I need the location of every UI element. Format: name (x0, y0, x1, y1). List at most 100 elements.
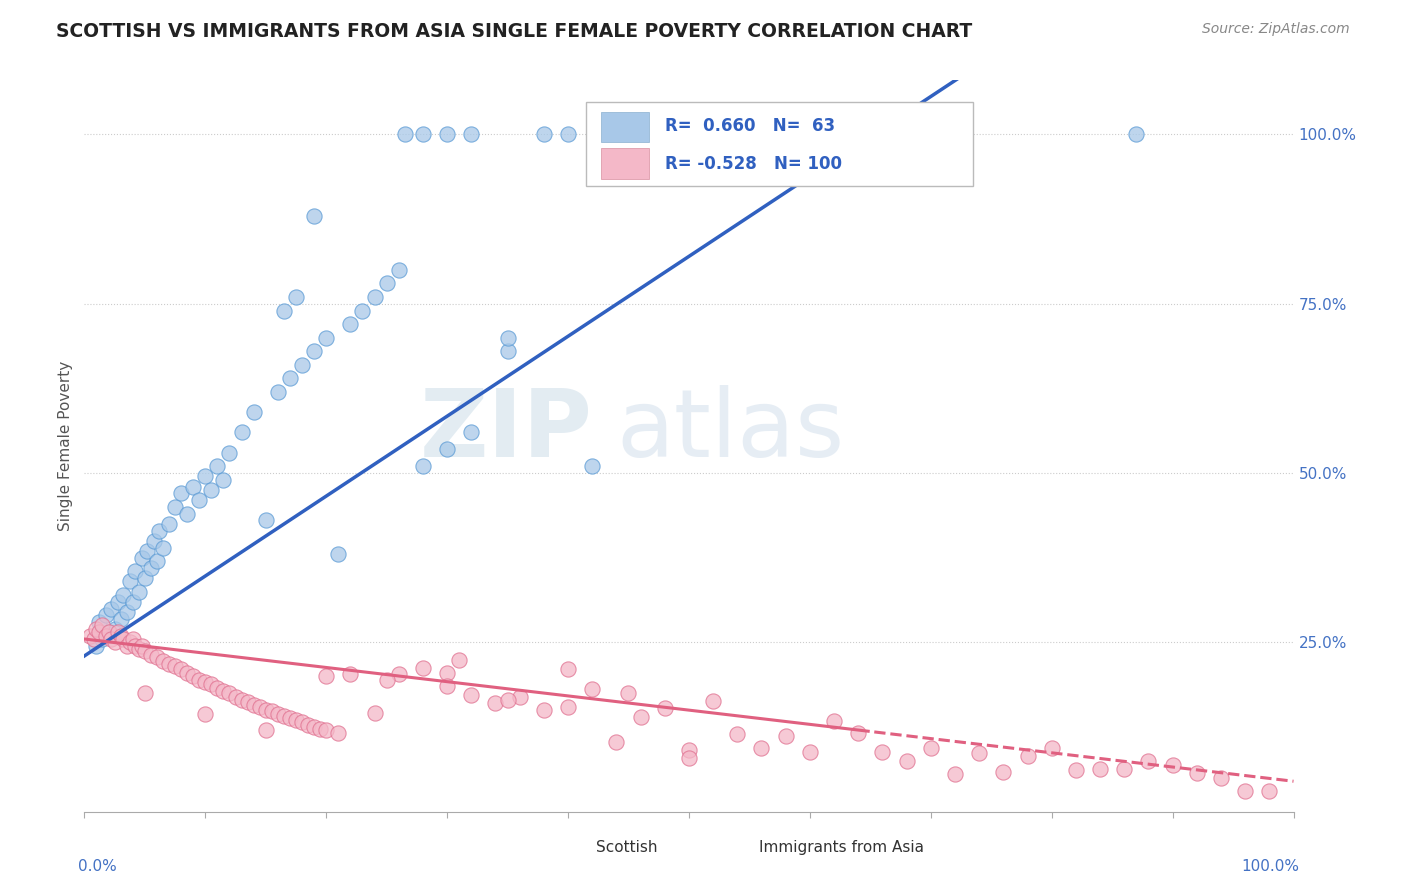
Point (170, 663, 193, 677)
Text: Scottish: Scottish (596, 840, 658, 855)
Point (339, 317, 361, 331)
Point (339, 666, 361, 681)
Point (297, 718, 319, 732)
Point (107, 595, 129, 609)
Point (823, 714, 845, 728)
Point (79, 629, 101, 643)
Point (496, 331, 519, 345)
Point (218, 446, 240, 460)
Point (188, 493, 211, 508)
Point (194, 706, 217, 721)
Point (267, 706, 290, 721)
Point (254, 514, 277, 528)
Point (200, 483, 222, 497)
Point (412, 128, 434, 142)
Point (157, 516, 180, 531)
Text: 0.0%: 0.0% (79, 859, 117, 874)
Point (91, 632, 114, 646)
Point (496, 344, 519, 359)
Point (225, 690, 247, 704)
Point (128, 584, 150, 599)
Point (394, 128, 416, 142)
Point (309, 722, 332, 736)
Point (188, 673, 211, 687)
Point (148, 524, 170, 538)
Point (375, 673, 398, 687)
Point (91, 618, 114, 632)
FancyBboxPatch shape (586, 103, 973, 186)
Point (328, 726, 350, 740)
Point (97, 625, 120, 640)
Point (139, 648, 162, 662)
Point (412, 459, 434, 474)
Point (1185, 766, 1208, 780)
FancyBboxPatch shape (562, 836, 589, 859)
Point (1114, 762, 1136, 776)
Text: Source: ZipAtlas.com: Source: ZipAtlas.com (1202, 22, 1350, 37)
Point (181, 669, 204, 683)
Point (702, 694, 724, 708)
Point (1137, 754, 1160, 768)
Text: R=  0.660   N=  63: R= 0.660 N= 63 (665, 118, 835, 136)
Point (218, 686, 240, 700)
Point (285, 714, 308, 728)
Point (131, 639, 153, 653)
Point (315, 723, 337, 738)
Point (100, 601, 122, 615)
Point (86, 639, 108, 653)
Point (94, 608, 117, 623)
Point (436, 680, 458, 694)
Point (291, 715, 314, 730)
Point (110, 612, 132, 626)
Point (139, 561, 162, 575)
Point (170, 486, 193, 500)
Point (121, 595, 143, 609)
Point (87, 625, 110, 640)
Point (242, 405, 264, 419)
Point (157, 657, 180, 671)
Point (121, 632, 143, 646)
Point (231, 693, 253, 707)
Point (87, 615, 110, 629)
Point (128, 642, 150, 657)
Point (194, 469, 217, 483)
Point (86, 622, 108, 636)
Point (207, 459, 229, 474)
Point (581, 681, 603, 696)
Point (134, 571, 156, 585)
Point (249, 699, 271, 714)
Point (363, 290, 385, 304)
Point (110, 629, 132, 643)
Point (630, 709, 652, 723)
FancyBboxPatch shape (600, 148, 650, 179)
Point (363, 706, 385, 720)
Point (120, 635, 142, 649)
Point (207, 681, 229, 696)
Point (124, 564, 146, 578)
Point (388, 667, 411, 681)
Point (678, 750, 700, 764)
Point (236, 695, 259, 709)
Point (134, 686, 156, 700)
Point (146, 554, 169, 568)
Point (1161, 758, 1184, 772)
Point (273, 303, 295, 318)
Point (212, 684, 235, 698)
Point (83, 632, 105, 646)
Point (231, 425, 253, 440)
Point (1040, 741, 1063, 756)
Text: 100.0%: 100.0% (1241, 859, 1299, 874)
Point (436, 442, 458, 457)
Point (896, 754, 918, 768)
Point (533, 703, 555, 717)
Point (278, 371, 301, 385)
Point (152, 541, 174, 555)
Point (1088, 762, 1111, 776)
Point (460, 425, 482, 440)
Point (581, 459, 603, 474)
Point (654, 701, 676, 715)
Point (725, 727, 748, 741)
Point (484, 696, 506, 710)
Point (136, 544, 159, 558)
Point (94, 629, 117, 643)
